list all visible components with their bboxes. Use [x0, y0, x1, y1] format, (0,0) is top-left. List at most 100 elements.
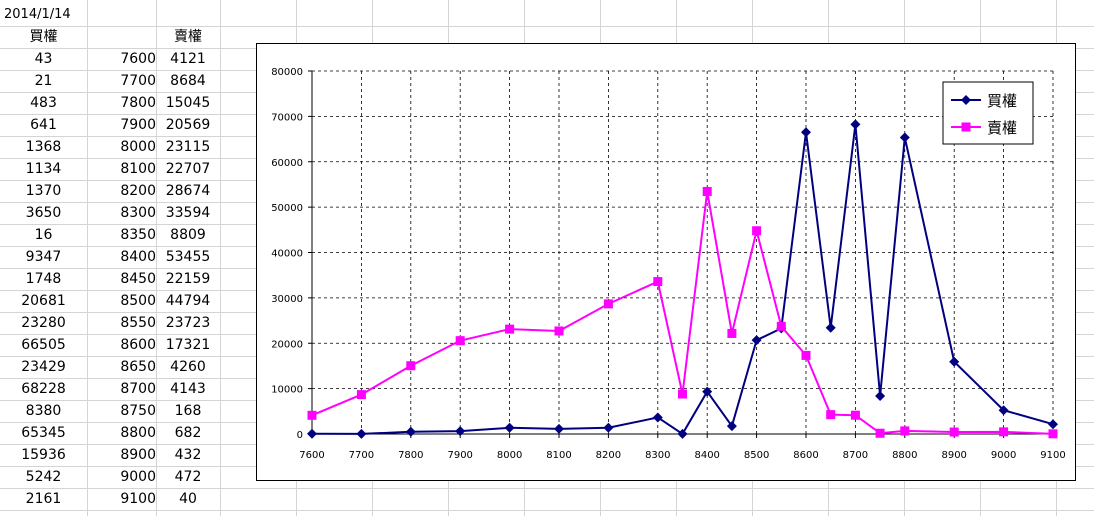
y-tick-label: 50000: [271, 203, 303, 214]
cell-call[interactable]: 3650: [25, 205, 62, 221]
cell-strike[interactable]: 8350: [120, 227, 156, 243]
cell-strike[interactable]: 8600: [120, 337, 156, 353]
cell-put[interactable]: 432: [174, 447, 202, 463]
cell-put[interactable]: 4260: [170, 359, 206, 375]
cell-strike[interactable]: 8300: [120, 205, 156, 221]
cell-strike[interactable]: 8550: [120, 315, 156, 331]
cell-put[interactable]: 4143: [170, 381, 206, 397]
cell-strike[interactable]: 7900: [120, 117, 156, 133]
cell-put[interactable]: 44794: [165, 293, 211, 309]
cell-put[interactable]: 8809: [170, 227, 206, 243]
point-series1-13: [801, 350, 811, 360]
x-tick-label: 7700: [349, 450, 374, 461]
cell-put[interactable]: 4121: [170, 51, 206, 67]
cell-put[interactable]: 472: [174, 469, 202, 485]
point-series0-17: [899, 132, 910, 143]
cell-call[interactable]: 43: [34, 51, 53, 67]
point-series1-9: [702, 186, 712, 196]
y-tick-label: 20000: [271, 339, 303, 350]
cell-put[interactable]: 8684: [170, 73, 206, 89]
point-series1-10: [727, 328, 737, 338]
cell-call[interactable]: 15936: [21, 447, 66, 463]
y-tick-label: 60000: [271, 158, 303, 169]
cell-call[interactable]: 16: [34, 227, 53, 243]
cell-put[interactable]: 53455: [165, 249, 211, 265]
point-series1-12: [776, 321, 786, 331]
cell-strike[interactable]: 7800: [120, 95, 156, 111]
cell-call[interactable]: 65345: [21, 425, 66, 441]
cell-call[interactable]: 23429: [21, 359, 66, 375]
cell-strike[interactable]: 9100: [120, 491, 156, 507]
cell-call[interactable]: 1368: [25, 139, 62, 155]
y-tick-label: 40000: [271, 249, 303, 260]
point-series1-18: [949, 427, 959, 437]
cell-call[interactable]: 2161: [25, 491, 62, 507]
cell-strike[interactable]: 8900: [120, 447, 156, 463]
cell-strike[interactable]: 9000: [120, 469, 156, 485]
cell-put[interactable]: 33594: [165, 205, 211, 221]
legend-marker-0: [961, 95, 971, 105]
cell-call[interactable]: 8380: [25, 403, 62, 419]
cell-call[interactable]: 20681: [21, 293, 66, 309]
cell-put[interactable]: 23723: [165, 315, 211, 331]
x-tick-label: 8100: [546, 450, 571, 461]
cell-call[interactable]: 1370: [25, 183, 62, 199]
chart-area[interactable]: 0 10000 20000 30000 40000 50000 60000 70000 8000…: [256, 43, 1076, 481]
point-series0-20: [1048, 419, 1058, 430]
point-series1-20: [1048, 429, 1058, 439]
cell-put[interactable]: 15045: [165, 95, 211, 111]
cell-strike[interactable]: 8450: [120, 271, 156, 287]
cell-put[interactable]: 40: [179, 491, 197, 507]
cell-strike[interactable]: 8700: [120, 381, 156, 397]
cell-call[interactable]: 21: [34, 73, 53, 89]
cell-strike[interactable]: 8400: [120, 249, 156, 265]
x-tick-label: 8800: [892, 450, 917, 461]
cell-put[interactable]: 20569: [165, 117, 211, 133]
cell-call[interactable]: 1134: [25, 161, 62, 177]
cell-call[interactable]: 68228: [21, 381, 66, 397]
cell-call[interactable]: 9347: [25, 249, 62, 265]
date-cell[interactable]: 2014/1/14: [4, 7, 71, 22]
cell-call[interactable]: 1748: [25, 271, 62, 287]
x-tick-label: 8700: [843, 450, 868, 461]
cell-call[interactable]: 641: [30, 117, 57, 133]
point-series1-7: [653, 277, 663, 287]
y-tick-label: 30000: [271, 294, 303, 305]
point-series0-10: [726, 421, 737, 432]
cell-strike[interactable]: 8100: [120, 161, 156, 177]
cell-strike[interactable]: 8800: [120, 425, 156, 441]
cell-strike[interactable]: 7600: [120, 51, 156, 67]
cell-put[interactable]: 22707: [165, 161, 211, 177]
point-series1-6: [603, 299, 613, 309]
cell-put[interactable]: 28674: [165, 183, 211, 199]
point-series1-19: [999, 427, 1009, 437]
cell-put[interactable]: 23115: [165, 139, 211, 155]
cell-call[interactable]: 5242: [25, 469, 62, 485]
cell-call[interactable]: 483: [30, 95, 57, 111]
cell-put[interactable]: 22159: [165, 271, 211, 287]
point-series0-8: [677, 428, 688, 439]
cell-strike[interactable]: 8000: [120, 139, 156, 155]
cell-strike[interactable]: 8750: [120, 403, 156, 419]
header-call[interactable]: 買權: [29, 29, 58, 45]
cell-strike[interactable]: 7700: [120, 73, 156, 89]
point-series0-19: [998, 405, 1009, 416]
cell-call[interactable]: 23280: [21, 315, 66, 331]
x-tick-label: 8600: [793, 450, 818, 461]
x-tick-label: 8200: [596, 450, 621, 461]
cell-strike[interactable]: 8500: [120, 293, 156, 309]
cell-put[interactable]: 682: [174, 425, 202, 441]
cell-strike[interactable]: 8200: [120, 183, 156, 199]
header-strike[interactable]: [87, 26, 156, 48]
x-tick-label: 9000: [991, 450, 1016, 461]
cell-call[interactable]: 66505: [21, 337, 66, 353]
point-series1-4: [505, 324, 515, 334]
point-series0-16: [875, 390, 886, 401]
legend-marker-1: [961, 122, 971, 132]
cell-put[interactable]: 17321: [165, 337, 211, 353]
header-put[interactable]: 賣權: [174, 29, 202, 45]
x-tick-label: 8900: [941, 450, 966, 461]
cell-put[interactable]: 168: [174, 403, 202, 419]
cell-strike[interactable]: 8650: [120, 359, 156, 375]
